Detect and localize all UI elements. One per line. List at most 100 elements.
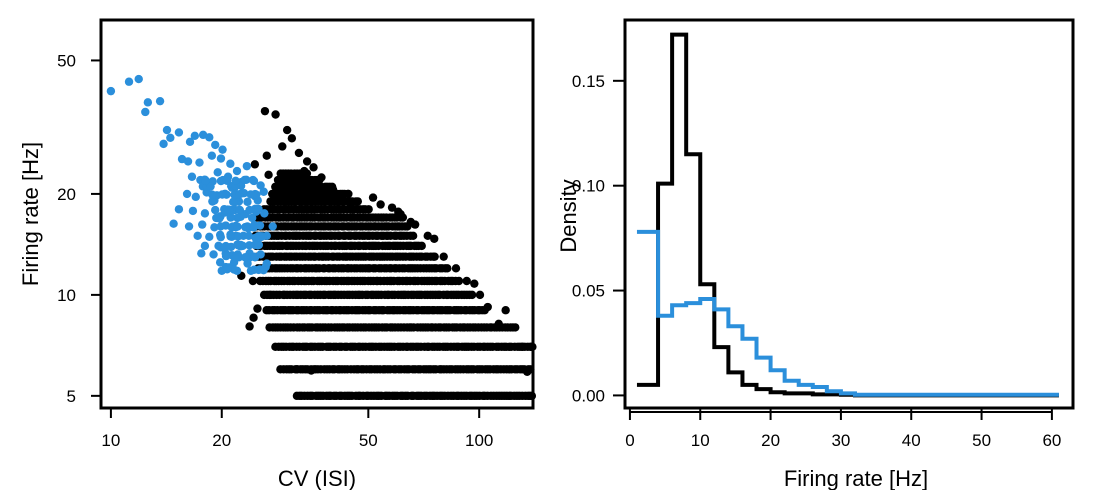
scatter-point-black [260, 106, 270, 116]
histogram-x-ticks: 0 10 20 30 40 50 60 [625, 408, 1061, 450]
scatter-x-ticks: 10 20 50 100 [101, 408, 493, 450]
scatter-point-black [294, 148, 304, 158]
scatter-point-blue [184, 222, 194, 231]
scatter-point-black [343, 189, 353, 199]
scatter-x-tick-label: 10 [101, 431, 120, 450]
scatter-point-black [475, 290, 485, 300]
scatter-point-blue [207, 151, 217, 160]
scatter-point-blue [231, 254, 240, 263]
scatter-point-black [439, 252, 448, 261]
scatter-point-blue [229, 265, 239, 274]
scatter-point-black [376, 200, 385, 209]
histogram-x-tick-label: 10 [691, 431, 710, 450]
scatter-point-blue [259, 265, 268, 275]
scatter-point-blue [254, 232, 263, 241]
histogram-y-tick-label: 0.15 [572, 72, 605, 91]
histogram-line-blue [636, 229, 1059, 397]
scatter-point-blue [233, 222, 242, 231]
scatter-point-black [501, 306, 510, 315]
scatter-point-blue [244, 231, 254, 240]
scatter-point-blue [260, 209, 269, 218]
scatter-point-blue [205, 133, 214, 142]
scatter-point-blue [254, 204, 263, 214]
scatter-point-blue [222, 265, 232, 274]
scatter-point-black [467, 290, 477, 300]
scatter-point-black [470, 279, 479, 288]
scatter-point-blue [245, 205, 254, 215]
histogram-x-tick-label: 50 [972, 431, 991, 450]
scatter-point-blue [256, 181, 265, 190]
scatter-point-blue [215, 258, 225, 267]
scatter-point-blue [226, 230, 235, 239]
scatter-point-black [253, 304, 262, 313]
scatter-point-blue [240, 253, 250, 262]
scatter-point-blue [174, 128, 184, 137]
scatter-point-blue [141, 107, 150, 117]
scatter-point-black [364, 205, 373, 214]
scatter-x-axis-label: CV (ISI) [278, 466, 356, 490]
scatter-point-blue [185, 137, 195, 147]
scatter-point-black [408, 231, 418, 241]
scatter-point-black [462, 276, 471, 286]
scatter-point-black [522, 367, 532, 376]
scatter-x-tick-label: 100 [465, 431, 493, 450]
scatter-point-blue [124, 77, 134, 86]
scatter-point-blue [188, 206, 198, 216]
scatter-point-black [494, 319, 503, 328]
scatter-y-tick-label: 20 [57, 185, 76, 204]
series-black [237, 106, 537, 401]
histogram-plot-frame [623, 18, 1075, 410]
scatter-point-blue [134, 74, 143, 84]
scatter-points [106, 74, 537, 401]
scatter-point-black [248, 276, 258, 286]
scatter-point-blue [201, 176, 210, 185]
scatter-point-blue [226, 159, 235, 168]
histogram-y-tick-label: 0.00 [572, 386, 605, 405]
scatter-point-blue [235, 190, 244, 199]
scatter-point-blue [216, 222, 225, 231]
scatter-point-blue [208, 196, 217, 206]
histogram-series [636, 32, 1059, 398]
scatter-point-blue [174, 205, 184, 214]
scatter-point-black [368, 193, 378, 202]
scatter-point-blue [242, 161, 252, 171]
scatter-point-blue [209, 250, 218, 259]
scatter-point-blue [218, 190, 227, 199]
scatter-point-black [264, 170, 273, 180]
histogram-x-tick-label: 60 [1042, 431, 1061, 450]
histogram-line-black [636, 32, 1059, 398]
scatter-point-blue [259, 187, 268, 196]
scatter-x-tick-label: 50 [359, 431, 378, 450]
scatter-point-blue [159, 139, 168, 149]
scatter-point-blue [220, 243, 229, 252]
scatter-point-blue [183, 157, 193, 166]
scatter-point-black [282, 125, 292, 135]
scatter-point-blue [195, 158, 204, 167]
scatter-point-black [430, 234, 439, 243]
scatter-point-blue [198, 220, 207, 229]
scatter-point-black [346, 199, 355, 208]
series-blue [106, 74, 277, 275]
scatter-point-black [443, 264, 452, 273]
scatter-plot-frame [99, 18, 535, 410]
scatter-point-blue [216, 232, 225, 242]
scatter-y-tick-label: 10 [57, 286, 76, 305]
scatter-point-black [292, 365, 302, 374]
scatter-point-black [483, 302, 492, 312]
scatter-point-blue [240, 175, 249, 185]
scatter-point-blue [210, 223, 219, 232]
scatter-point-black [430, 252, 439, 261]
scatter-point-blue [235, 205, 244, 214]
scatter-point-blue [249, 176, 259, 186]
scatter-point-blue [243, 197, 252, 207]
scatter-point-blue [213, 168, 222, 177]
scatter-point-blue [208, 190, 217, 199]
scatter-point-blue [246, 190, 255, 199]
scatter-point-blue [216, 176, 226, 186]
scatter-y-ticks: 5 10 20 50 [57, 51, 101, 406]
scatter-point-blue [169, 219, 178, 228]
scatter-point-blue [247, 213, 257, 223]
scatter-point-blue [211, 205, 220, 215]
scatter-point-black [245, 322, 254, 331]
